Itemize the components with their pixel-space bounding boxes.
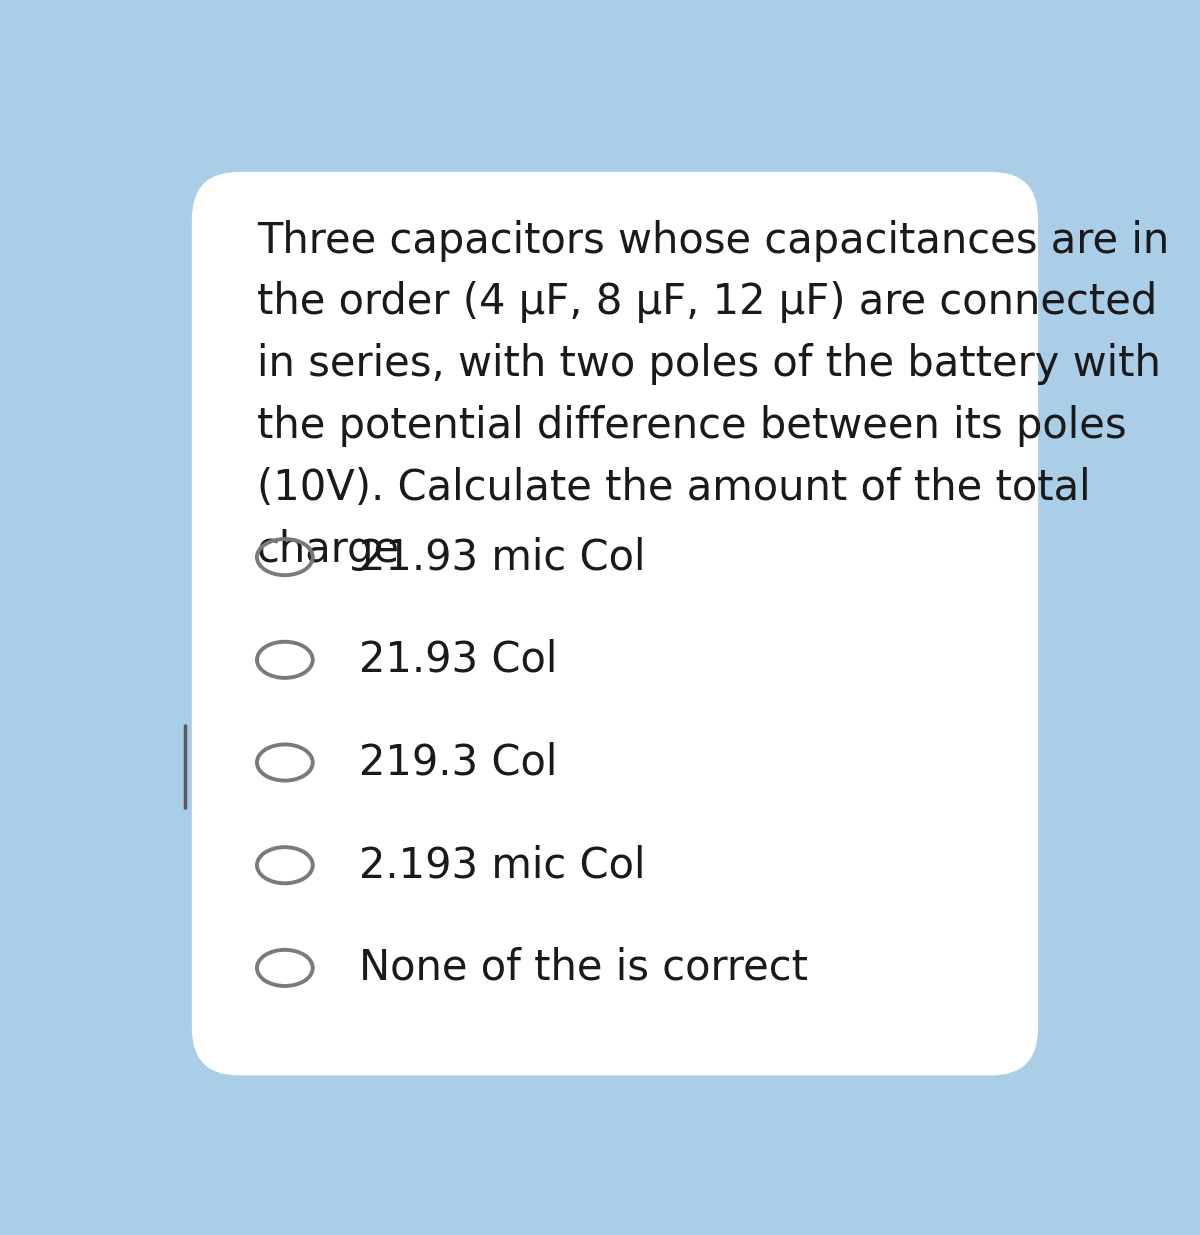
Text: None of the is correct: None of the is correct <box>359 947 809 989</box>
Text: 21.93 mic Col: 21.93 mic Col <box>359 536 646 578</box>
Text: 2.193 mic Col: 2.193 mic Col <box>359 845 646 887</box>
FancyBboxPatch shape <box>192 172 1038 1076</box>
Text: Three capacitors whose capacitances are in
the order (4 μF, 8 μF, 12 μF) are con: Three capacitors whose capacitances are … <box>257 220 1169 571</box>
Text: 21.93 Col: 21.93 Col <box>359 638 558 680</box>
Text: 219.3 Col: 219.3 Col <box>359 741 558 783</box>
